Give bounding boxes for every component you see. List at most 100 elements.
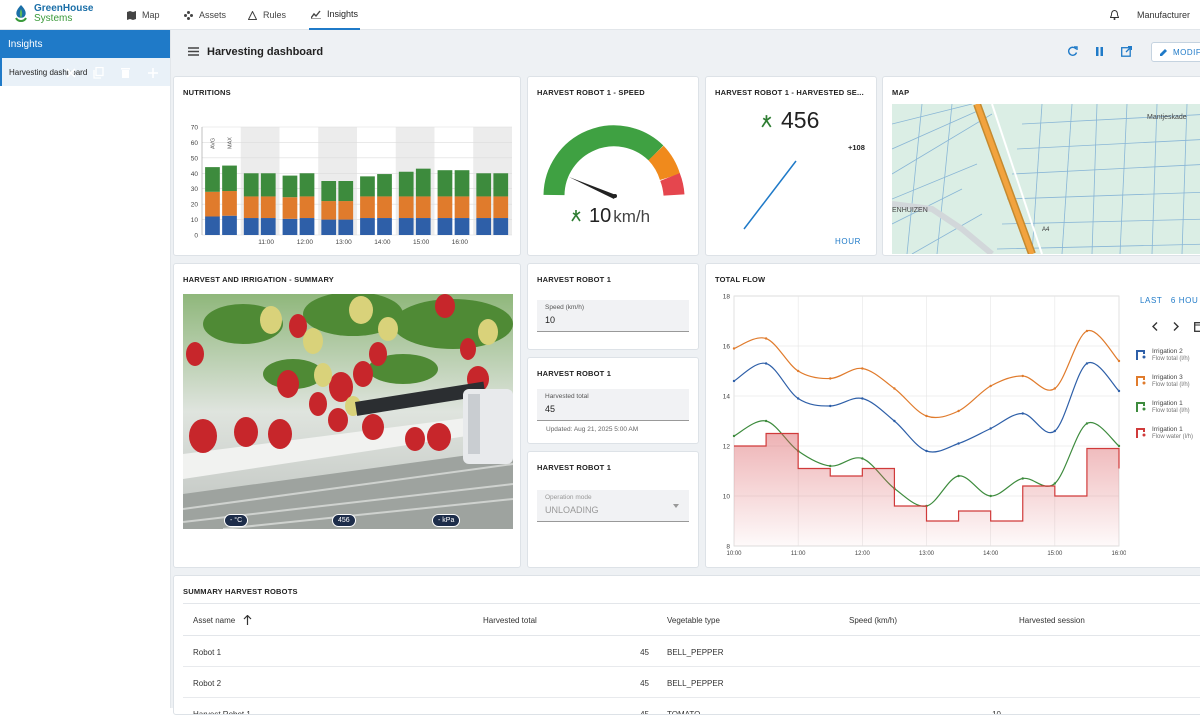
column-header[interactable]: Harvested total [483, 616, 537, 625]
y-tick-label: 8 [726, 544, 730, 551]
open-external-icon[interactable] [1121, 46, 1132, 57]
x-tick-label: 16:00 [452, 239, 469, 246]
legend-name: Irrigation 1 [1152, 426, 1183, 433]
insights-icon [311, 10, 321, 19]
nav-assets[interactable]: Assets [184, 0, 226, 30]
bar-segment [299, 218, 315, 235]
time-range-selector[interactable]: LAST 6 HOU [1140, 296, 1198, 305]
sidebar-item-harvesting-dashboard[interactable]: Harvesting dashboard [0, 58, 170, 86]
legend-item[interactable]: Irrigation 3 Flow total (l/h) [1136, 374, 1190, 388]
assets-icon [184, 10, 193, 20]
bar-segment [321, 181, 337, 202]
map-label-3: A4 [1042, 227, 1050, 233]
speed-field[interactable]: Speed (km/h) 10 [537, 300, 689, 332]
calendar-icon[interactable] [1194, 321, 1200, 332]
pause-icon[interactable] [1095, 47, 1104, 56]
robot-speed-title: HARVEST ROBOT 1 [537, 275, 612, 284]
data-point [893, 387, 896, 390]
table-cell: Harvest Robot 1 [193, 710, 251, 715]
logo[interactable]: GreenHouse Systems [12, 4, 93, 24]
add-icon[interactable] [148, 68, 158, 78]
robot-total-card: HARVEST ROBOT 1 Harvested total 45 Updat… [527, 357, 699, 444]
menu-icon[interactable] [188, 47, 199, 56]
temperature-badge: - °C [224, 514, 249, 527]
copy-icon[interactable] [93, 67, 104, 79]
dashboard-title: Harvesting dashboard [207, 46, 324, 58]
bar-segment [377, 174, 392, 197]
harvested-period[interactable]: HOUR [835, 237, 861, 246]
column-header[interactable]: Speed (km/h) [849, 616, 898, 625]
table-cell: BELL_PEPPER [667, 648, 724, 657]
table-row[interactable]: Harvest Robot 1 45 TOMATO 10 [183, 698, 1200, 715]
speed-readout: 10 km/h [570, 205, 650, 228]
data-point [764, 362, 768, 365]
modify-button[interactable]: MODIF [1151, 42, 1200, 62]
nav-map-label: Map [142, 10, 160, 20]
bar-segment [282, 175, 298, 198]
bar-segment [476, 173, 492, 197]
data-point [861, 367, 864, 370]
data-point [829, 377, 832, 380]
table-cell: 45 [640, 679, 649, 688]
bell-icon[interactable] [1109, 10, 1119, 20]
legend-item[interactable]: Irrigation 1 Flow total (l/h) [1136, 400, 1190, 414]
legend-name: Irrigation 2 [1152, 348, 1183, 355]
bar-segment [377, 196, 392, 219]
column-header[interactable]: Asset name [193, 616, 236, 625]
data-point [1021, 412, 1024, 415]
bar-segment [454, 170, 470, 197]
data-point [1053, 387, 1057, 390]
user-menu[interactable]: Manufacturer [1136, 10, 1190, 20]
chevron-left-icon[interactable] [1152, 322, 1158, 331]
robot-total-title: HARVEST ROBOT 1 [537, 369, 612, 378]
nutritions-card: NUTRITIONS 0 10 20 30 40 50 60 70 AVG MAX 11:00 12:… [173, 76, 521, 256]
y-tick-label: 70 [191, 125, 199, 132]
bar-segment [338, 219, 354, 235]
map-view[interactable]: Mantjeskade ENHUIZEN A4 [892, 104, 1200, 254]
table-row[interactable]: Robot 2 45 BELL_PEPPER [183, 667, 1200, 698]
y-tick-label: 12 [723, 444, 731, 451]
rules-icon [248, 10, 257, 20]
y-tick-label: 30 [191, 186, 199, 193]
table-row[interactable]: Robot 1 45 BELL_PEPPER [183, 636, 1200, 667]
close-icon[interactable] [66, 68, 76, 78]
sidebar: Insights Harvesting dashboard [0, 30, 171, 708]
legend-item[interactable]: Irrigation 1 Flow water (l/h) [1136, 426, 1193, 440]
time-range-value: 6 HOU [1170, 296, 1199, 305]
bar-segment [222, 191, 237, 216]
y-tick-label: 14 [723, 394, 731, 401]
refresh-icon[interactable] [1067, 46, 1078, 57]
nav-insights[interactable]: Insights [309, 0, 361, 30]
bar-segment [360, 176, 375, 197]
nav-rules[interactable]: Rules [248, 0, 286, 30]
harvested-session-card: HARVEST ROBOT 1 - HARVESTED SE... 456 +1… [705, 76, 877, 256]
delete-icon[interactable] [121, 67, 130, 78]
table-cell: BELL_PEPPER [667, 679, 724, 688]
column-header[interactable]: Vegetable type [667, 616, 720, 625]
harvested-total-label: Harvested total [545, 393, 589, 400]
bar-segment [282, 218, 298, 235]
table-cell: 10 [992, 710, 1001, 715]
bar-segment [454, 218, 470, 235]
x-tick-label: 11:00 [258, 239, 274, 246]
column-header[interactable]: Harvested session [1019, 616, 1085, 625]
legend-item[interactable]: Irrigation 2 Flow total (l/h) [1136, 348, 1190, 362]
bar-segment [299, 173, 315, 197]
speed-field-value: 10 [545, 315, 556, 325]
map-label-1: Mantjeskade [1147, 114, 1187, 121]
map-icon [127, 10, 136, 20]
robot-speed-card: HARVEST ROBOT 1 Speed (km/h) 10 [527, 263, 699, 350]
y-tick-label: 50 [191, 155, 199, 162]
dashboard-header: Harvesting dashboard MODIF [171, 30, 1200, 74]
y-tick-label: 10 [191, 217, 199, 224]
bar-segment [222, 165, 237, 192]
data-point [1117, 444, 1121, 448]
nav-map[interactable]: Map [127, 0, 160, 30]
sort-ascending-icon[interactable] [243, 615, 252, 625]
chevron-right-icon[interactable] [1173, 322, 1179, 331]
data-point [829, 464, 832, 468]
bar-segment [437, 170, 453, 197]
bar-segment [338, 181, 354, 202]
data-point [732, 347, 736, 350]
data-point [1053, 482, 1057, 485]
